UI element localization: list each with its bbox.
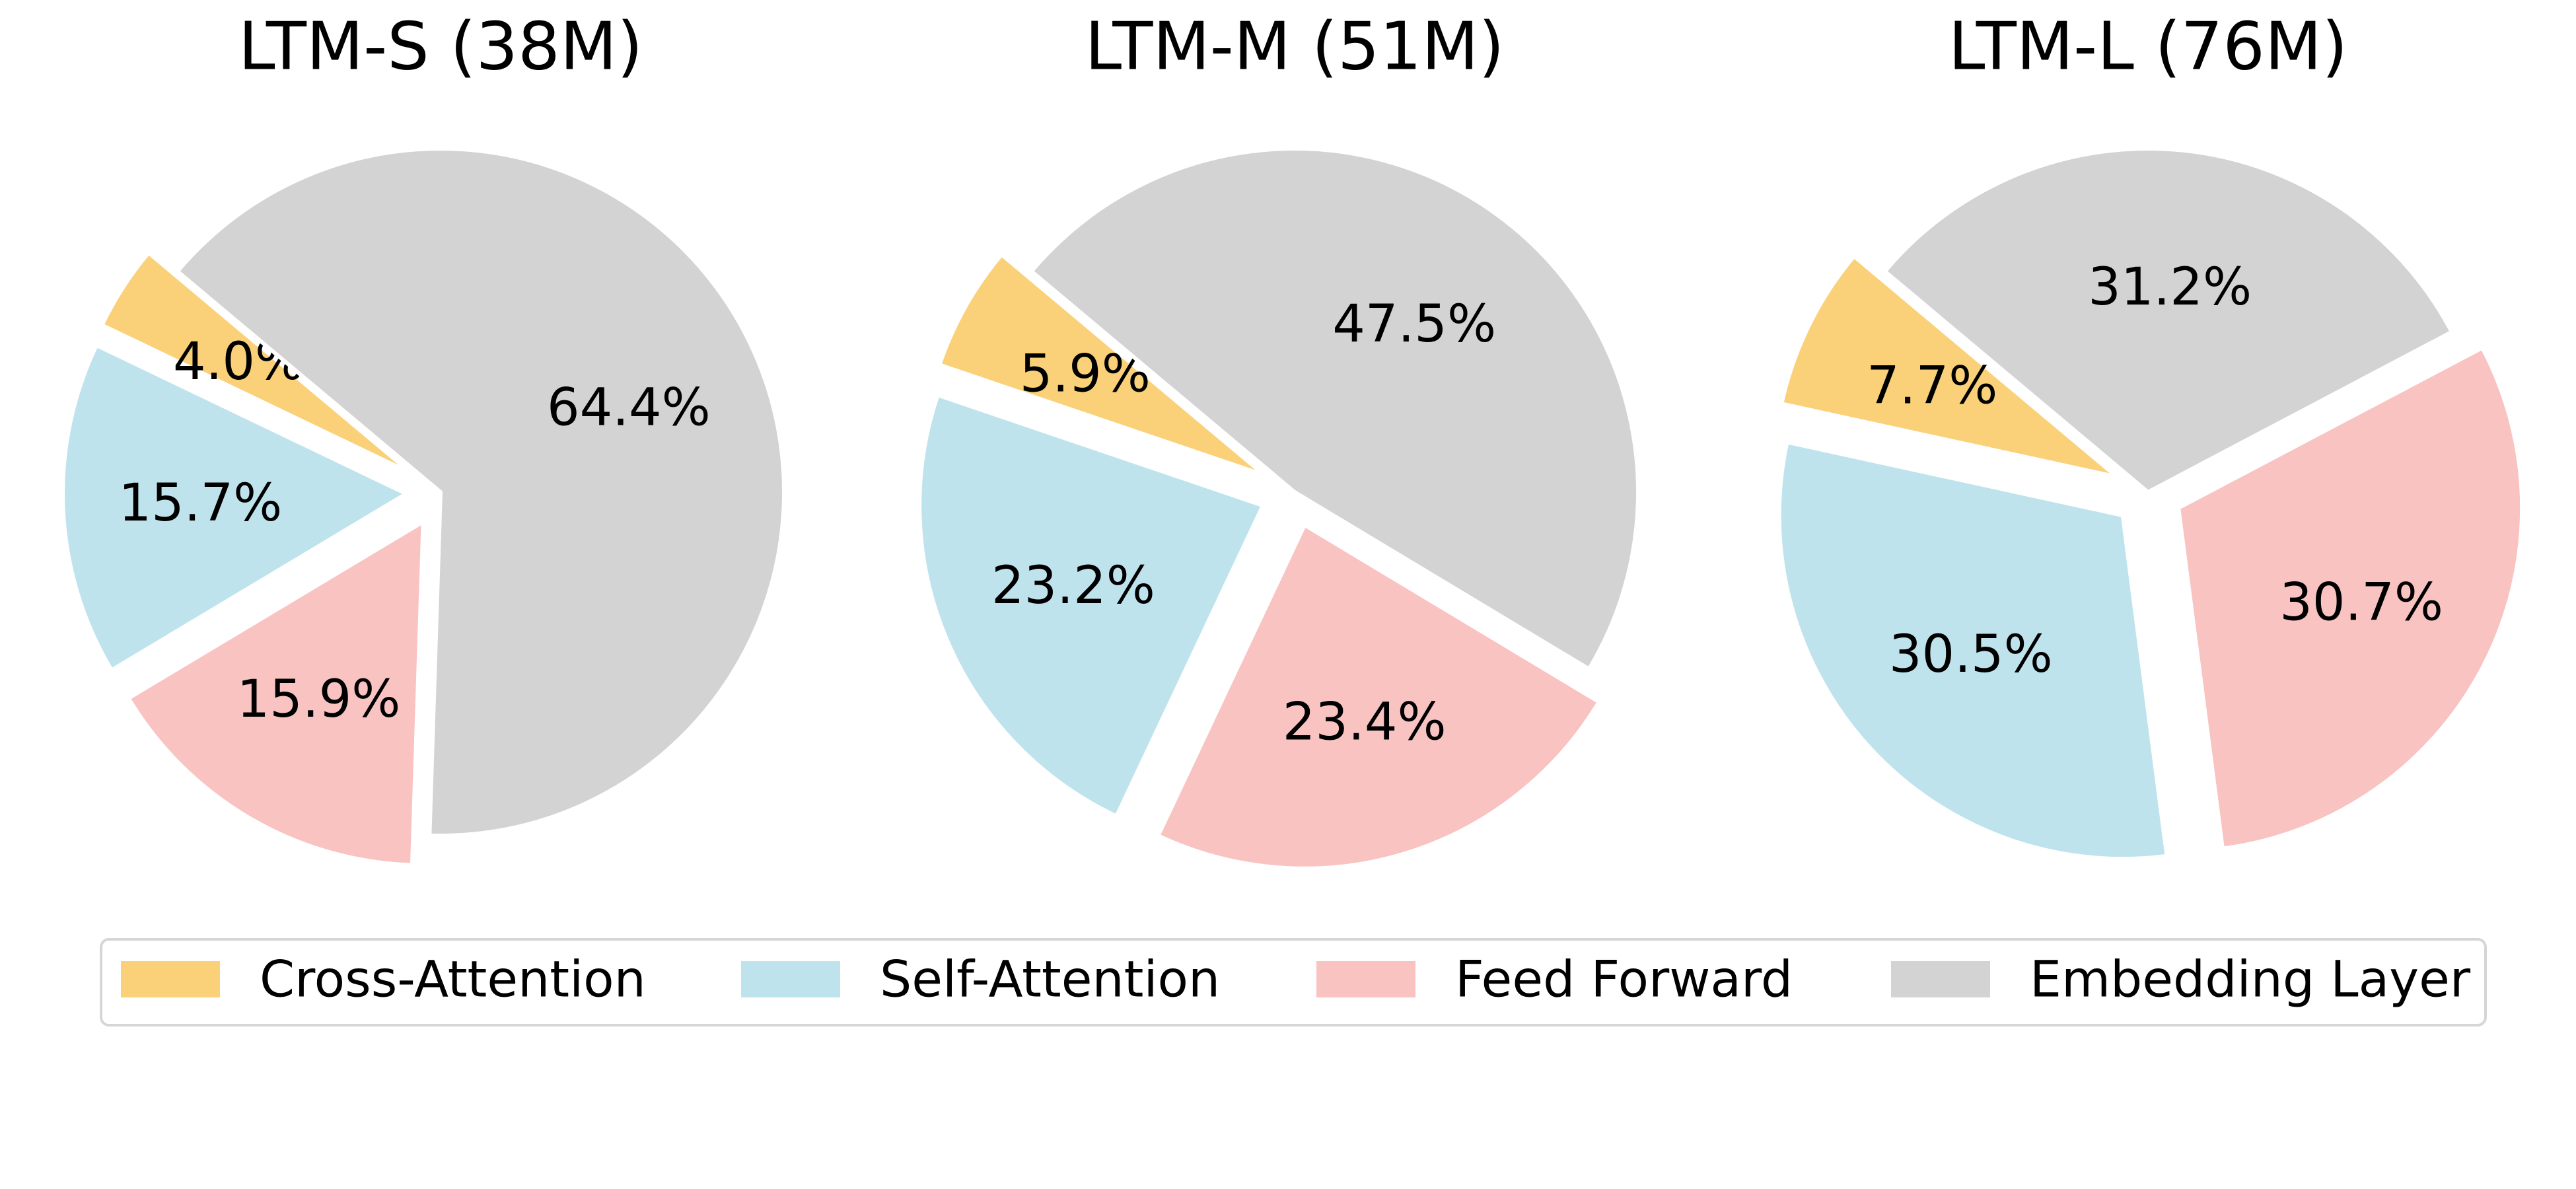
pie-slice-embedding-layer (1882, 147, 2454, 494)
pie-slice-cross-attention (1779, 254, 2120, 480)
slice-label: 64.4% (547, 378, 711, 438)
legend-swatch (741, 961, 840, 997)
slice-label: 23.4% (1283, 692, 1447, 752)
slice-label: 15.9% (237, 670, 401, 729)
chart-title: LTM-S (38M) (238, 8, 643, 85)
pie-slice-embedding-layer (175, 146, 787, 838)
pie-slice-feed-forward (2176, 345, 2524, 851)
pie-slice-self-attention (61, 343, 409, 672)
pie-slice-self-attention (1777, 440, 2169, 861)
pie-slice-self-attention (917, 393, 1266, 818)
legend-item-feed-forward: Feed Forward (1316, 950, 1793, 1009)
legend: Cross-Attention Self-Attention Feed Forwar… (100, 938, 2487, 1027)
legend-swatch (1316, 961, 1415, 997)
legend-swatch (121, 961, 220, 997)
pie-charts-group: LTM-S (38M)4.0%15.7%15.9%64.4%LTM-M (51M… (61, 8, 2524, 871)
legend-label: Feed Forward (1455, 950, 1793, 1009)
legend-swatch (1891, 961, 1990, 997)
legend-label: Self-Attention (880, 950, 1220, 1009)
chart-title: LTM-L (76M) (1949, 8, 2347, 85)
chart-title: LTM-M (51M) (1085, 8, 1504, 85)
pie-chart-ltm-s-38m: LTM-S (38M)4.0%15.7%15.9%64.4% (61, 8, 787, 867)
pie-slice-feed-forward (1156, 522, 1601, 871)
legend-item-cross-attention: Cross-Attention (121, 950, 646, 1009)
pie-slice-feed-forward (126, 519, 425, 867)
slice-label: 7.7% (1867, 357, 1997, 416)
slice-label: 30.7% (2279, 573, 2443, 633)
pie-chart-ltm-l-76m: LTM-L (76M) 7.7% 30.5% 30.7% 31.2% (1777, 8, 2524, 861)
pie-slice-embedding-layer (1029, 146, 1640, 671)
slice-label: 47.5% (1332, 295, 1496, 354)
legend-label: Embedding Layer (2030, 950, 2471, 1009)
slice-label: 31.2% (2088, 258, 2252, 317)
legend-item-self-attention: Self-Attention (741, 950, 1220, 1009)
pie-slice-cross-attention (937, 252, 1267, 478)
legend-label: Cross-Attention (260, 950, 646, 1009)
slice-label: 23.2% (991, 556, 1155, 616)
legend-item-embedding-layer: Embedding Layer (1891, 950, 2471, 1009)
slice-label: 30.5% (1889, 625, 2053, 684)
legend-frame (100, 938, 2487, 1027)
slice-label: 15.7% (118, 474, 282, 533)
pie-slice-cross-attention (100, 250, 414, 476)
pie-chart-ltm-m-51m: LTM-M (51M)5.9%23.2%23.4%47.5% (917, 8, 1640, 871)
